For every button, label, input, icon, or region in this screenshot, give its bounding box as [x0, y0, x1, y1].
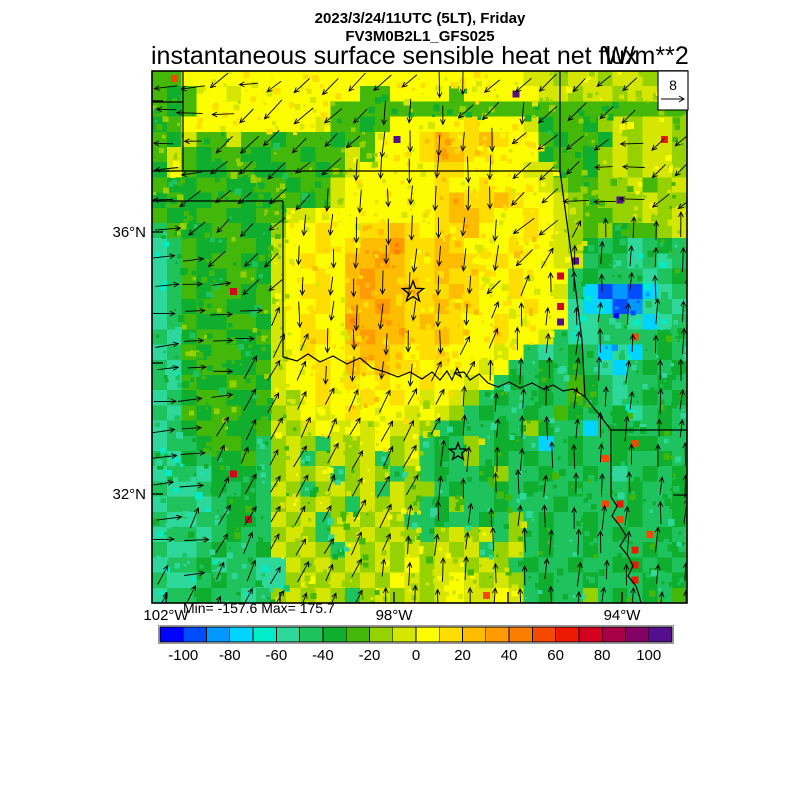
star-marker [400, 278, 426, 303]
map-frame [151, 70, 688, 604]
colorbar: -100 -80 -60 -40 -20 0 20 40 60 80 100 [158, 625, 674, 664]
wind-reference-box: 8 [657, 70, 689, 111]
colorbar-tick-label: 0 [412, 647, 420, 664]
colorbar-tick-label: 20 [454, 647, 471, 664]
colorbar-tick-label: -80 [219, 647, 241, 664]
plot-datetime: 2023/3/24/11UTC (5LT), Friday [314, 10, 526, 27]
field-texture-layer [152, 71, 687, 603]
latitude-label: 32°N [112, 486, 146, 503]
latitude-label: 36°N [112, 224, 146, 241]
longitude-label: 94°W [604, 607, 642, 624]
colorbar-tick-label: 100 [636, 647, 661, 664]
colorbar-tick-label: -60 [266, 647, 288, 664]
wind-arrow-layer [152, 71, 687, 603]
plot-title: instantaneous surface sensible heat net … [151, 42, 638, 70]
colorbar-tick-label: -100 [168, 647, 198, 664]
minmax-label: Min= -157.6 Max= 175.7 [183, 600, 335, 616]
star-marker [447, 440, 469, 461]
wind-reference-value: 8 [669, 77, 677, 93]
longitude-label: 102°W [143, 607, 189, 624]
colorbar-tick-label: 60 [547, 647, 564, 664]
colorbar-tick-label: -40 [312, 647, 334, 664]
axis-ticks [152, 100, 623, 603]
plot-model-id: FV3M0B2L1_GFS025 [345, 28, 495, 45]
longitude-label: 98°W [376, 607, 414, 624]
axis-labels: 36°N 32°N 102°W 98°W 94°W [112, 224, 641, 624]
colorbar-tick-label: 80 [594, 647, 611, 664]
colorbar-tick-label: -20 [359, 647, 381, 664]
plot-units: W/m**2 [604, 42, 689, 70]
colorbar-tick-label: 40 [501, 647, 518, 664]
